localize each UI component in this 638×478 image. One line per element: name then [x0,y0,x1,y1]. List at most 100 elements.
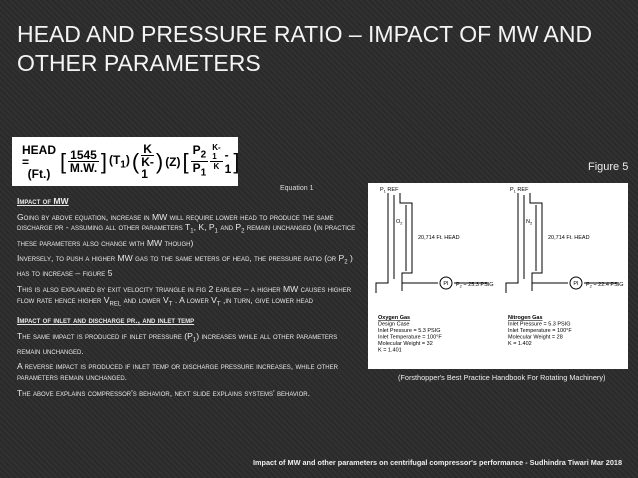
text-run: ) has to increase – figure 5 [17,253,353,279]
text-run: Going by above equation, increase in MW … [17,211,334,233]
paren: ) [155,148,164,174]
text-run: and P [217,222,242,233]
gas-spec: Inlet Pressure = 5.3 PSIG [508,322,571,328]
title: HEAD AND PRESSURE RATIO – IMPACT OF MW A… [17,21,593,76]
pipe [505,193,519,293]
gauge [439,276,453,290]
gas-spec: Inlet Temperature = 100°F [378,335,442,341]
equation-caption: Equation 1 [280,185,314,192]
bracket: ] [233,148,240,174]
subscript: 1 [120,159,126,171]
subscript: 2 [530,221,533,226]
text-run: P [380,187,384,193]
text-run: Inversely, to push a higher MW gas to th… [17,253,345,264]
p-num: P2 [190,142,209,162]
subscript: T [168,301,173,308]
e-den: K [213,162,220,171]
subscript: T [216,301,221,308]
gas-spec: K = 1.401 [378,348,402,354]
text-run: = 25.3 PSIG [462,282,494,288]
text-run: The above explains compressor's behavior… [17,387,310,398]
gas-name: Nitrogen Gas [508,315,543,321]
subscript: 1 [190,228,194,235]
e-num: K-1 [210,143,223,162]
gauge-label: PI [443,281,449,287]
text-run: P [192,161,201,175]
text-run: P [510,187,514,193]
paragraph: The same impact is produced if inlet pre… [17,331,362,357]
subscript: 1 [192,337,197,344]
figure-caption: (Forsthopper's Best Practice Handbook Fo… [398,373,606,382]
figure-label: Figure 5 [588,161,629,173]
paragraph: Inversely, to push a higher MW gas to th… [17,253,362,279]
subscript: 2 [460,284,463,289]
head-label: 20,714 Ft. HEAD [418,235,460,241]
section-heading: Impact of inlet and discharge pr., and i… [17,314,195,325]
subscript: 1 [384,189,387,194]
z-term: (Z) [165,154,181,169]
gas-spec: Molecular Weight = 32 [378,341,433,347]
section-heading: Impact of MW [17,196,69,206]
gas-label: N2 [526,219,533,226]
text-run: remain unchanged (in practice these para… [17,222,356,248]
text-run: P [456,282,460,288]
text-run: ,in turn, give lower head [220,294,313,305]
subscript: 2 [241,228,245,235]
gas-spec: Design Case [378,322,410,328]
text-run: , K, P [193,222,215,233]
paragraph: This is also explained by exit velocity … [17,284,362,310]
ref-label: P1 REF [380,187,399,194]
paragraph: The above explains compressor's behavior… [17,388,362,399]
text-run: P [192,142,201,157]
text-run: and lower V [121,294,169,305]
text-run: P [586,282,590,288]
text-run: . A lower V [172,294,217,305]
pressure-label: P2 = 25.3 PSIG [456,282,494,289]
paragraph: Going by above equation, increase in MW … [17,212,362,249]
gauge [569,276,583,290]
t-term: (T1) [109,153,130,170]
k-num: K [141,142,154,156]
subscript: 2 [200,149,207,160]
equation: HEAD = (Ft.) [ 1545 M.W. ] (T1) ( K K-1 ) (… [12,137,240,186]
text-body: Impact of MW Going by above equation, inc… [17,196,362,403]
constant: 1545 M.W. [68,149,99,174]
gauge-label: PI [573,281,579,287]
gas-label: O2 [396,219,403,226]
subscript: 2 [344,259,348,266]
lhs: HEAD = (Ft.) [20,144,58,180]
text-run: O [396,219,401,225]
text-run: (T [108,152,121,167]
minus: - 1 [224,147,232,176]
text-run: This is also explained by exit velocity … [17,284,352,305]
e-frac: K-1 K [210,143,223,171]
gas-spec: K = 1.402 [508,341,532,347]
text-run: REF [386,187,399,193]
gas-spec: Inlet Pressure = 5.3 PSIG [378,328,441,334]
pipe [529,193,543,291]
text-run: The same impact is produced if inlet pre… [17,330,193,341]
paren: ( [131,148,140,174]
pipe [375,193,389,293]
head-label: 20,714 Ft. HEAD [548,235,590,241]
lhs-text: HEAD = [22,142,57,169]
text-run: A reverse impact is produced if inlet te… [17,361,338,382]
text-run: ) increases while all other parameters r… [17,330,338,356]
subscript: 1 [200,167,207,179]
text-run: ) [125,152,130,167]
p-frac: P2 P1 [190,142,209,180]
exponent: K-1 K [210,143,223,171]
paragraph: A reverse impact is produced if inlet te… [17,361,362,382]
gas-spec: Inlet Temperature = 100°F [508,328,572,334]
subscript: REL [109,301,122,308]
pipe [399,193,413,291]
subscript: 1 [514,189,517,194]
text-run: N [526,219,530,225]
footer: Impact of MW and other parameters on cen… [253,458,622,467]
k-frac: K K-1 [141,143,154,180]
bracket: [ [60,148,67,174]
